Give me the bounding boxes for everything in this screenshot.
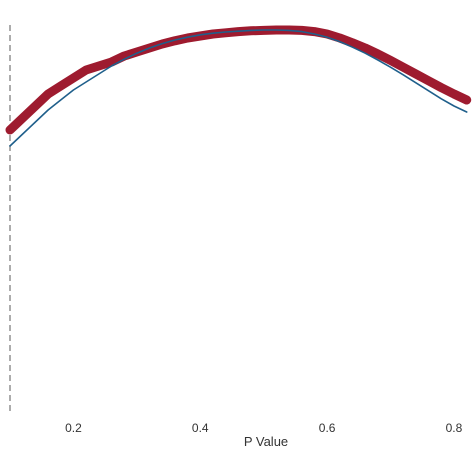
x-axis: 0.2 0.4 0.6 0.8 xyxy=(65,421,463,435)
x-tick-label: 0.6 xyxy=(319,421,336,435)
plot-area xyxy=(5,25,472,412)
series-line-1 xyxy=(5,25,472,135)
x-tick-label: 0.2 xyxy=(65,421,82,435)
series-line-2 xyxy=(9,29,468,147)
x-tick-label: 0.8 xyxy=(446,421,463,435)
x-axis-label: P Value xyxy=(244,434,288,449)
x-tick-label: 0.4 xyxy=(192,421,209,435)
